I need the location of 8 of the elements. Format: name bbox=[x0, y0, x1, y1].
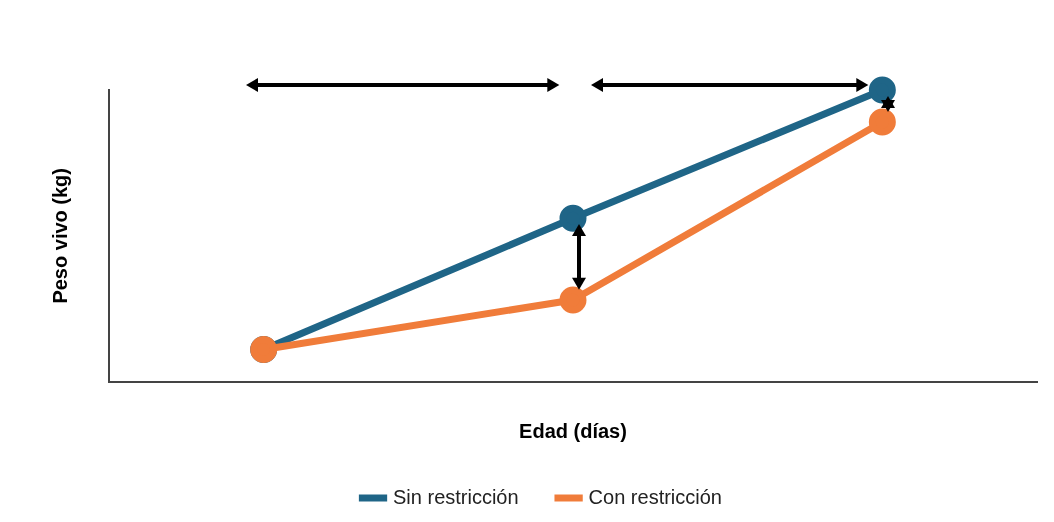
point bbox=[868, 108, 896, 136]
legend-label: Con restricción bbox=[588, 485, 722, 508]
legend-label: Sin restricción bbox=[393, 485, 519, 508]
point bbox=[559, 204, 587, 232]
point bbox=[868, 76, 896, 104]
y-axis-title: Peso vivo (kg) bbox=[48, 168, 71, 304]
point bbox=[559, 286, 587, 314]
x-axis-title: Edad (días) bbox=[519, 419, 627, 442]
